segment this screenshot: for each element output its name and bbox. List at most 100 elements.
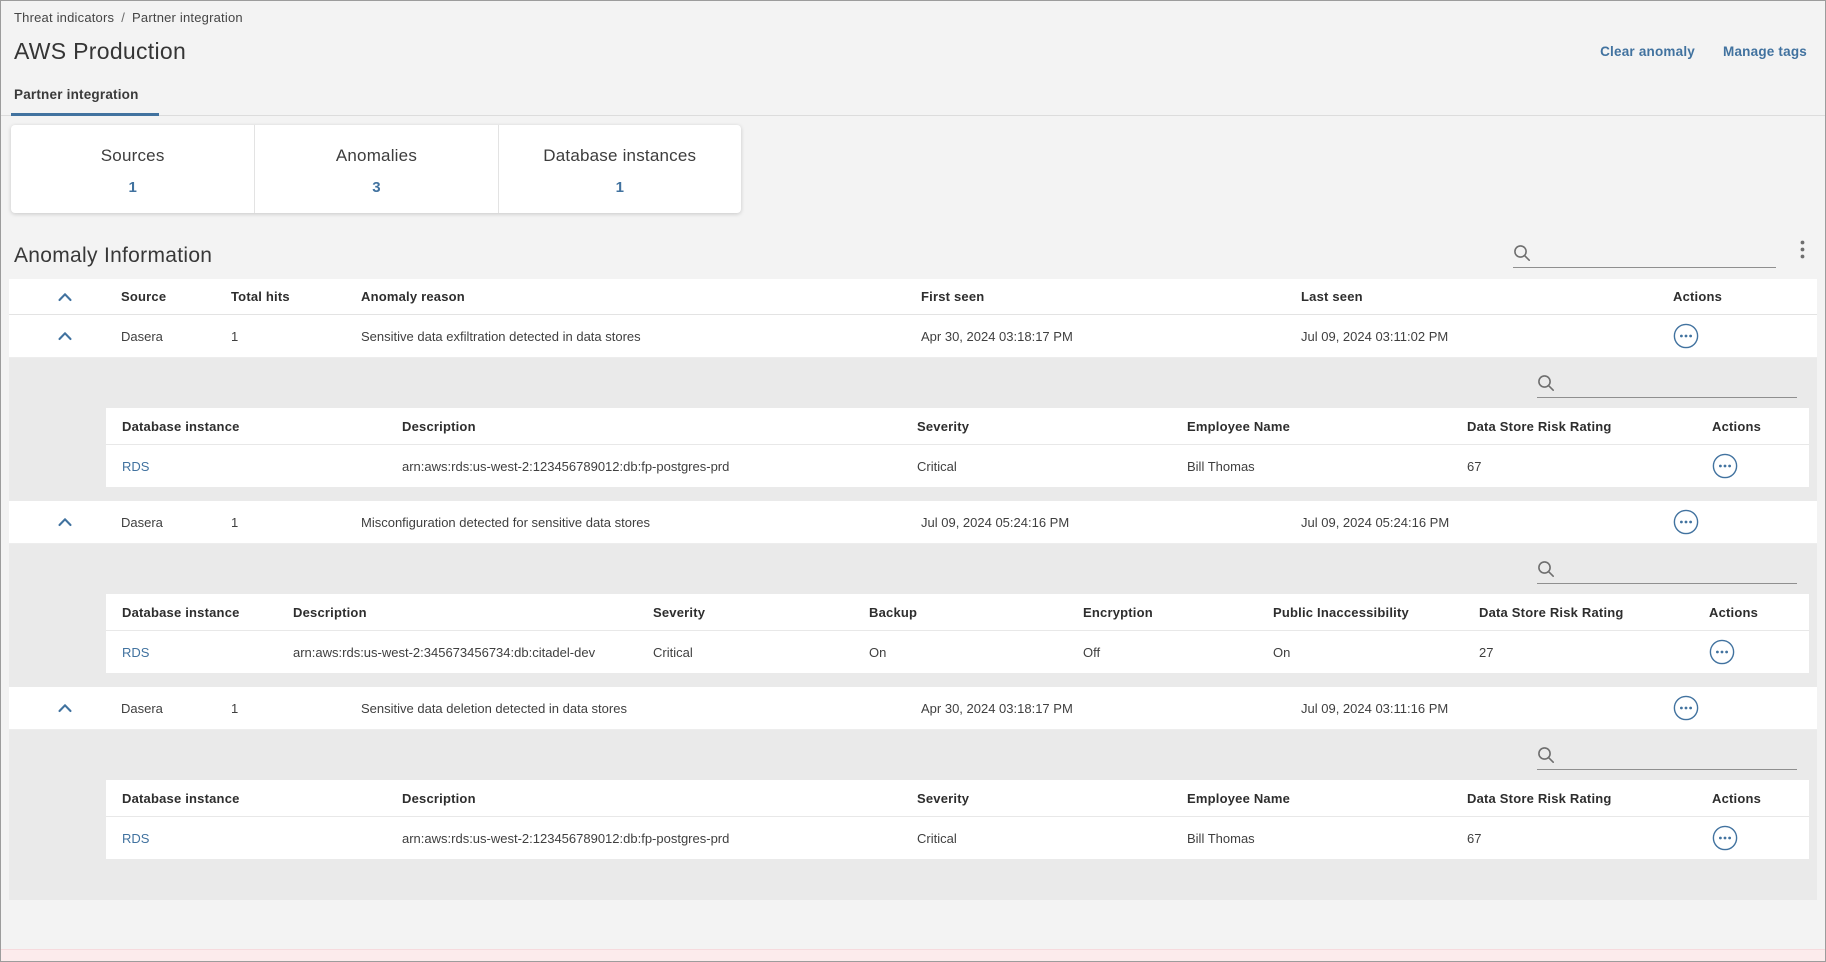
cell-severity: Critical xyxy=(653,644,693,660)
cell-risk-rating: 67 xyxy=(1467,830,1482,846)
anomaly-section-tools xyxy=(1513,238,1809,268)
detail-table: Database instance Description Severity E… xyxy=(106,408,1809,487)
col-actions: Actions xyxy=(1712,790,1762,806)
cell-total-hits: 1 xyxy=(231,514,239,530)
col-anomaly-reason: Anomaly reason xyxy=(361,289,465,304)
cell-first-seen: Apr 30, 2024 03:18:17 PM xyxy=(921,700,1073,716)
stat-anomalies-value[interactable]: 3 xyxy=(372,179,381,196)
ellipsis-circle-icon xyxy=(1673,323,1699,349)
cell-employee-name: Bill Thomas xyxy=(1187,830,1255,846)
detail-row: RDS arn:aws:rds:us-west-2:123456789012:d… xyxy=(106,817,1809,859)
cell-risk-rating: 67 xyxy=(1467,458,1482,474)
row-actions-button[interactable] xyxy=(1673,695,1699,721)
chevron-up-icon xyxy=(58,292,72,301)
stat-sources-value[interactable]: 1 xyxy=(128,179,137,196)
search-icon xyxy=(1538,747,1554,764)
cell-backup: On xyxy=(869,644,887,660)
anomaly-section-header: Anomaly Information xyxy=(1,213,1825,277)
database-instance-link[interactable]: RDS xyxy=(122,644,150,660)
detail-search-input[interactable] xyxy=(1561,560,1797,578)
stat-sources-label: Sources xyxy=(100,146,165,165)
cell-total-hits: 1 xyxy=(231,328,239,344)
cell-severity: Critical xyxy=(917,830,957,846)
cell-encryption: Off xyxy=(1083,644,1101,660)
breadcrumb-threat-indicators[interactable]: Threat indicators xyxy=(14,10,115,25)
col-public-inaccessibility: Public Inaccessibility xyxy=(1273,604,1409,620)
detail-row: RDS arn:aws:rds:us-west-2:123456789012:d… xyxy=(106,445,1809,487)
detail-table: Database instance Description Severity B… xyxy=(106,594,1809,673)
row-actions-button[interactable] xyxy=(1673,509,1699,535)
anomaly-section-title: Anomaly Information xyxy=(14,244,213,267)
collapse-row-button[interactable] xyxy=(54,699,76,717)
detail-table-header: Database instance Description Severity B… xyxy=(106,594,1809,631)
cell-anomaly-reason: Misconfiguration detected for sensitive … xyxy=(361,514,651,530)
col-risk-rating: Data Store Risk Rating xyxy=(1467,790,1612,806)
col-first-seen: First seen xyxy=(921,289,985,304)
stat-anomalies-label: Anomalies xyxy=(335,146,418,165)
notification-strip xyxy=(1,949,1825,961)
anomaly-table: Source Total hits Anomaly reason First s… xyxy=(9,279,1817,900)
stat-database-instances-value[interactable]: 1 xyxy=(615,179,624,196)
col-description: Description xyxy=(402,790,476,806)
cell-first-seen: Jul 09, 2024 05:24:16 PM xyxy=(921,514,1070,530)
cell-public-inaccessibility: On xyxy=(1273,644,1291,660)
summary-card: Sources 1 Anomalies 3 Database instances… xyxy=(11,125,741,213)
tab-partner-integration[interactable]: Partner integration xyxy=(11,87,159,116)
col-database-instance: Database instance xyxy=(122,790,240,806)
cell-severity: Critical xyxy=(917,458,957,474)
anomaly-row: Dasera 1 Sensitive data exfiltration det… xyxy=(9,315,1817,358)
row-actions-button[interactable] xyxy=(1712,453,1738,479)
detail-search-input[interactable] xyxy=(1561,374,1797,392)
cell-risk-rating: 27 xyxy=(1479,644,1494,660)
kebab-menu-icon xyxy=(1800,240,1805,259)
col-description: Description xyxy=(402,418,476,434)
collapse-row-button[interactable] xyxy=(54,327,76,345)
collapse-row-button[interactable] xyxy=(54,513,76,531)
row-actions-button[interactable] xyxy=(1709,639,1735,665)
breadcrumb-partner-integration: Partner integration xyxy=(132,10,243,25)
col-severity: Severity xyxy=(653,604,706,620)
col-source: Source xyxy=(121,289,167,304)
detail-table-header: Database instance Description Severity E… xyxy=(106,408,1809,445)
anomaly-row: Dasera 1 Sensitive data deletion detecte… xyxy=(9,687,1817,730)
table-options-button[interactable] xyxy=(1796,238,1809,268)
detail-search-input[interactable] xyxy=(1561,746,1797,764)
manage-tags-link[interactable]: Manage tags xyxy=(1723,44,1807,59)
row-actions-button[interactable] xyxy=(1712,825,1738,851)
tab-label: Partner integration xyxy=(14,87,139,102)
detail-search xyxy=(1537,746,1797,770)
anomaly-table-header: Source Total hits Anomaly reason First s… xyxy=(9,279,1817,315)
collapse-all-button[interactable] xyxy=(54,288,76,306)
cell-employee-name: Bill Thomas xyxy=(1187,458,1255,474)
cell-anomaly-reason: Sensitive data deletion detected in data… xyxy=(361,700,627,716)
anomaly-search-input[interactable] xyxy=(1537,244,1776,262)
stat-database-instances: Database instances 1 xyxy=(497,125,741,213)
cell-first-seen: Apr 30, 2024 03:18:17 PM xyxy=(921,328,1073,344)
database-instance-link[interactable]: RDS xyxy=(122,830,150,846)
database-instance-link[interactable]: RDS xyxy=(122,458,150,474)
ellipsis-circle-icon xyxy=(1673,695,1699,721)
col-risk-rating: Data Store Risk Rating xyxy=(1467,418,1612,434)
col-severity: Severity xyxy=(917,418,970,434)
stat-anomalies: Anomalies 3 xyxy=(254,125,497,213)
col-severity: Severity xyxy=(917,790,970,806)
col-actions: Actions xyxy=(1709,604,1759,620)
row-actions-button[interactable] xyxy=(1673,323,1699,349)
search-icon xyxy=(1538,561,1554,578)
col-encryption: Encryption xyxy=(1083,604,1153,620)
breadcrumb: Threat indicators / Partner integration xyxy=(1,1,1825,25)
detail-row: RDS arn:aws:rds:us-west-2:345673456734:d… xyxy=(106,631,1809,673)
clear-anomaly-link[interactable]: Clear anomaly xyxy=(1600,44,1696,59)
cell-source: Dasera xyxy=(121,514,163,530)
detail-table-header: Database instance Description Severity E… xyxy=(106,780,1809,817)
header-actions: Clear anomaly Manage tags xyxy=(1600,44,1807,59)
col-employee-name: Employee Name xyxy=(1187,418,1291,434)
active-tab-indicator xyxy=(11,113,159,116)
ellipsis-circle-icon xyxy=(1712,453,1738,479)
col-employee-name: Employee Name xyxy=(1187,790,1291,806)
anomaly-search xyxy=(1513,244,1776,268)
chevron-up-icon xyxy=(58,518,72,527)
col-backup: Backup xyxy=(869,604,918,620)
cell-description: arn:aws:rds:us-west-2:123456789012:db:fp… xyxy=(402,830,730,846)
col-actions: Actions xyxy=(1712,418,1762,434)
